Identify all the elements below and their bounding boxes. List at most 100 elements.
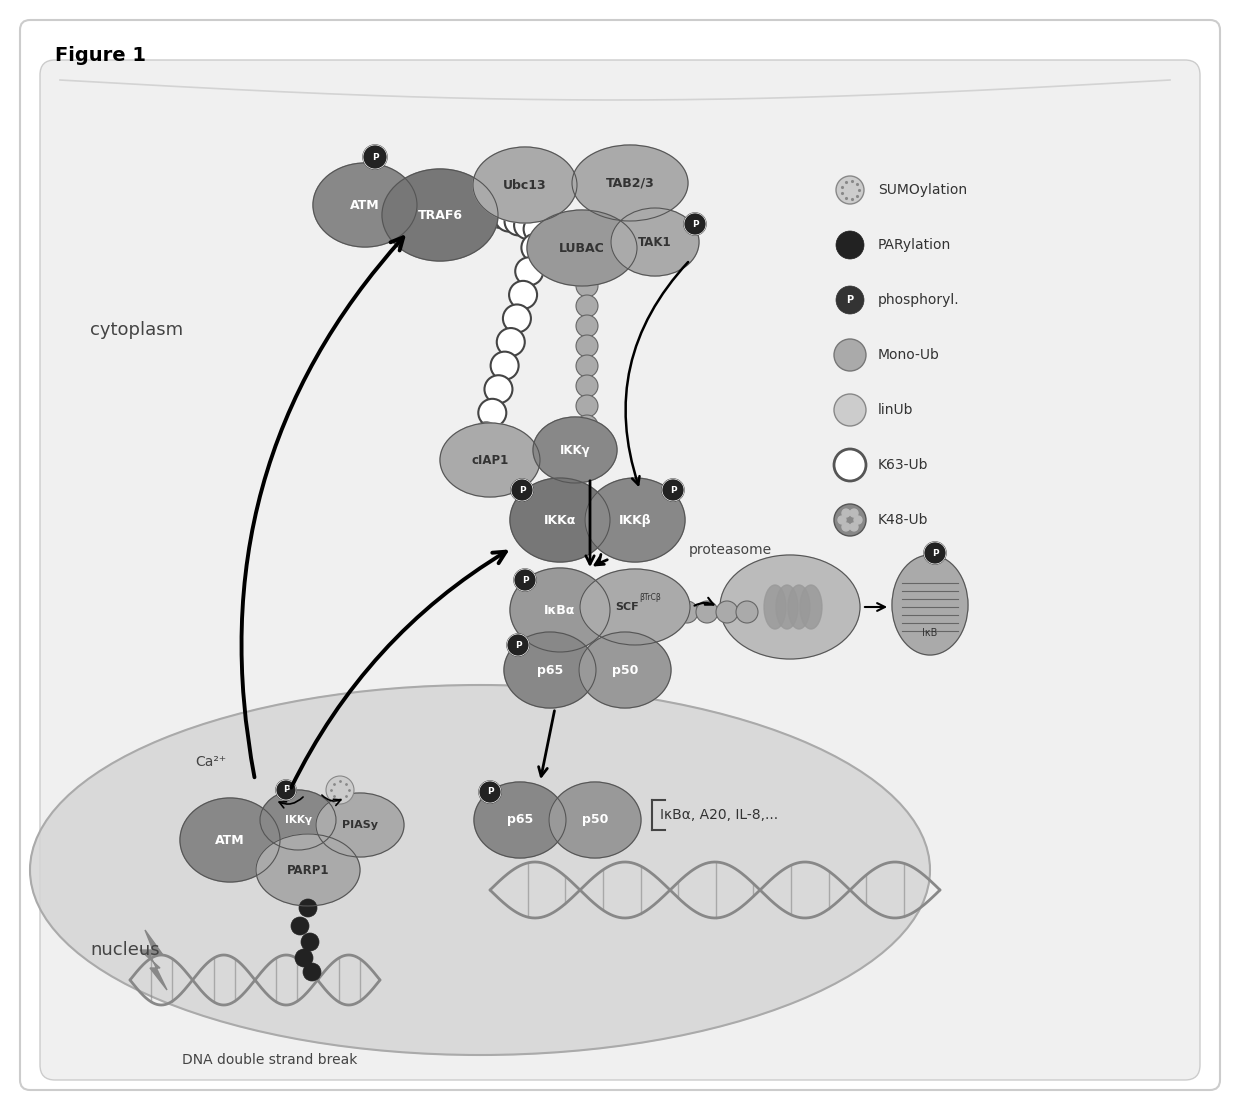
FancyBboxPatch shape [20,20,1220,1089]
Circle shape [836,286,864,314]
Ellipse shape [316,793,404,857]
Circle shape [835,394,866,426]
Text: P: P [931,548,939,557]
Text: LUBAC: LUBAC [559,242,605,254]
Circle shape [495,204,523,232]
Text: Mono-Ub: Mono-Ub [878,348,940,362]
Circle shape [842,509,849,517]
Text: TAK1: TAK1 [639,235,672,248]
Circle shape [577,434,598,457]
Ellipse shape [580,569,689,645]
Text: p65: p65 [507,813,533,827]
Ellipse shape [572,145,688,221]
Circle shape [577,355,598,377]
Ellipse shape [579,632,671,709]
Ellipse shape [764,585,786,629]
Text: proteasome: proteasome [688,543,771,557]
Ellipse shape [787,585,810,629]
Circle shape [523,215,552,243]
Text: Figure 1: Figure 1 [55,46,146,65]
Circle shape [854,516,862,524]
Text: ATM: ATM [350,198,379,212]
Circle shape [836,231,864,258]
Circle shape [676,600,698,623]
Ellipse shape [474,782,565,858]
Circle shape [521,234,549,262]
Circle shape [849,509,858,517]
Ellipse shape [312,163,417,247]
Circle shape [838,516,846,524]
Circle shape [577,335,598,356]
Ellipse shape [503,632,596,709]
Circle shape [299,899,317,917]
Ellipse shape [776,585,799,629]
Text: linUb: linUb [878,403,914,417]
Text: cIAP1: cIAP1 [471,453,508,467]
Ellipse shape [800,585,822,629]
Text: PARylation: PARylation [878,238,951,252]
Circle shape [924,543,946,564]
Ellipse shape [472,147,577,223]
Text: P: P [670,486,676,495]
Circle shape [485,375,512,403]
Circle shape [476,196,503,224]
Ellipse shape [510,478,610,561]
Circle shape [577,275,598,297]
Circle shape [737,600,758,623]
Text: P: P [283,785,289,794]
Text: K63-Ub: K63-Ub [878,458,929,472]
Circle shape [684,213,706,235]
Text: PIASy: PIASy [342,820,378,830]
Circle shape [466,446,494,473]
Circle shape [577,295,598,317]
Text: p50: p50 [582,813,608,827]
Text: P: P [692,219,698,228]
Text: SCF: SCF [615,602,639,612]
Text: cytoplasm: cytoplasm [91,321,184,339]
Circle shape [486,199,513,227]
Text: Ca²⁺: Ca²⁺ [195,755,226,769]
Ellipse shape [892,555,968,655]
Circle shape [277,780,296,800]
Ellipse shape [611,208,699,276]
Circle shape [836,176,864,204]
Circle shape [303,962,321,981]
Ellipse shape [510,568,610,652]
Circle shape [507,634,529,656]
Ellipse shape [585,478,684,561]
Circle shape [577,416,598,437]
Circle shape [835,339,866,371]
Circle shape [515,212,542,240]
Text: TAB2/3: TAB2/3 [605,176,655,189]
Text: P: P [518,486,526,495]
Ellipse shape [720,555,861,659]
Text: P: P [486,788,494,797]
Circle shape [479,781,501,803]
Ellipse shape [260,790,336,850]
Circle shape [505,207,532,235]
Ellipse shape [549,782,641,858]
Ellipse shape [527,211,637,286]
Circle shape [715,600,738,623]
Circle shape [472,422,500,450]
Circle shape [491,352,518,380]
FancyBboxPatch shape [40,60,1200,1079]
Text: IκBα, A20, IL-8,...: IκBα, A20, IL-8,... [660,808,779,822]
Circle shape [577,395,598,417]
Circle shape [511,479,533,501]
Text: P: P [372,153,378,162]
Circle shape [835,449,866,481]
Polygon shape [140,930,167,990]
Circle shape [301,934,319,951]
Circle shape [835,504,866,536]
Ellipse shape [180,798,280,882]
Text: IKKα: IKKα [544,514,577,527]
Circle shape [515,569,536,592]
Text: P: P [522,576,528,585]
Ellipse shape [382,169,498,261]
Circle shape [849,522,858,531]
Circle shape [479,399,506,427]
Circle shape [577,315,598,338]
Ellipse shape [255,834,360,906]
Text: p50: p50 [611,664,639,676]
